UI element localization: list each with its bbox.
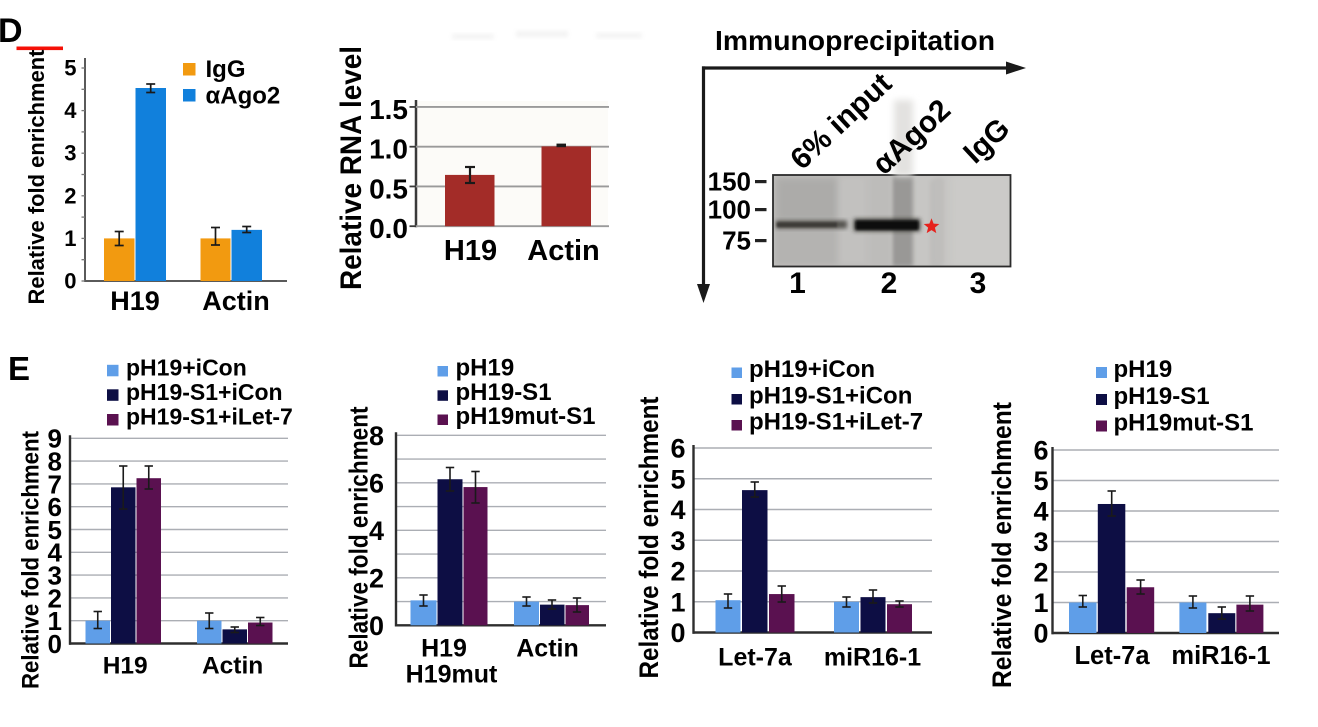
svg-text:100: 100: [708, 195, 751, 225]
svg-text:2: 2: [881, 267, 898, 300]
svg-text:4: 4: [64, 98, 77, 123]
svg-text:5: 5: [64, 56, 76, 81]
svg-text:1: 1: [1033, 588, 1048, 618]
svg-text:Relative RNA level: Relative RNA level: [335, 46, 368, 290]
svg-text:3: 3: [1033, 527, 1048, 557]
svg-text:pH19-S1+iCon: pH19-S1+iCon: [749, 383, 912, 410]
svg-text:pH19+iCon: pH19+iCon: [749, 356, 875, 383]
svg-text:miR16-1: miR16-1: [1171, 642, 1270, 670]
svg-text:150: 150: [708, 167, 751, 197]
svg-text:8: 8: [48, 446, 62, 476]
svg-text:pH19+iCon: pH19+iCon: [126, 354, 247, 380]
svg-text:0: 0: [369, 611, 384, 641]
svg-text:1.0: 1.0: [369, 134, 408, 165]
svg-text:Let-7a: Let-7a: [718, 644, 793, 672]
svg-text:Relative fold enrichment: Relative fold enrichment: [18, 431, 45, 689]
svg-text:pH19mut-S1: pH19mut-S1: [456, 403, 596, 430]
svg-text:pH19-S1+iCon: pH19-S1+iCon: [126, 379, 283, 405]
svg-text:H19: H19: [444, 235, 497, 267]
svg-text:pH19-S1+iLet-7: pH19-S1+iLet-7: [126, 404, 293, 430]
svg-text:Relative fold enrichment: Relative fold enrichment: [987, 402, 1017, 688]
svg-text:0: 0: [1033, 619, 1048, 649]
svg-text:3: 3: [970, 267, 987, 300]
svg-text:miR16-1: miR16-1: [824, 644, 921, 672]
svg-text:Actin: Actin: [202, 653, 263, 680]
svg-text:5: 5: [1033, 466, 1048, 496]
svg-text:H19: H19: [110, 286, 160, 316]
svg-text:1: 1: [789, 267, 806, 300]
svg-text:Actin: Actin: [527, 235, 600, 267]
svg-text:1: 1: [64, 226, 76, 251]
svg-text:4: 4: [369, 516, 384, 546]
svg-text:pH19-S1: pH19-S1: [1114, 383, 1210, 410]
svg-text:6: 6: [1033, 436, 1048, 466]
svg-text:4: 4: [1033, 497, 1048, 527]
svg-text:Relative fold enrichment: Relative fold enrichment: [344, 406, 374, 668]
svg-text:Let-7a: Let-7a: [1074, 642, 1150, 670]
svg-text:3: 3: [64, 141, 76, 166]
svg-text:0: 0: [48, 629, 62, 659]
svg-text:αAgo2: αAgo2: [206, 83, 281, 110]
svg-text:pH19-S1+iLet-7: pH19-S1+iLet-7: [749, 409, 923, 436]
svg-text:H19: H19: [421, 635, 467, 663]
svg-text:3: 3: [48, 560, 62, 590]
svg-text:E: E: [8, 350, 30, 387]
svg-text:6: 6: [48, 492, 62, 522]
svg-text:H19: H19: [103, 653, 148, 680]
svg-text:2: 2: [670, 557, 685, 587]
svg-text:1.5: 1.5: [369, 94, 408, 125]
svg-text:0.5: 0.5: [369, 173, 408, 204]
svg-text:pH19mut-S1: pH19mut-S1: [1114, 410, 1254, 437]
svg-text:H19mut: H19mut: [406, 661, 498, 689]
svg-text:4: 4: [670, 495, 685, 525]
svg-text:Actin: Actin: [516, 635, 579, 663]
svg-text:pH19: pH19: [1114, 356, 1173, 383]
svg-text:1: 1: [48, 606, 62, 636]
svg-text:5: 5: [48, 515, 62, 545]
svg-text:pH19-S1: pH19-S1: [456, 379, 552, 406]
svg-text:2: 2: [64, 183, 76, 208]
svg-text:3: 3: [670, 526, 685, 556]
svg-text:Immunoprecipitation: Immunoprecipitation: [715, 25, 995, 56]
svg-text:6: 6: [670, 434, 685, 464]
svg-text:75: 75: [722, 226, 751, 256]
svg-text:Relative fold enrichment: Relative fold enrichment: [24, 49, 49, 304]
svg-text:pH19: pH19: [456, 355, 515, 382]
svg-text:6: 6: [369, 469, 384, 499]
svg-text:5: 5: [670, 464, 685, 494]
svg-text:1: 1: [670, 587, 685, 617]
svg-text:2: 2: [1033, 558, 1048, 588]
svg-text:0: 0: [670, 618, 685, 648]
svg-text:7: 7: [48, 469, 62, 499]
svg-text:2: 2: [369, 564, 384, 594]
svg-text:4: 4: [48, 538, 63, 568]
svg-text:0.0: 0.0: [369, 213, 408, 244]
svg-text:8: 8: [369, 421, 384, 451]
svg-text:0: 0: [64, 269, 76, 294]
svg-text:Actin: Actin: [202, 286, 270, 316]
svg-text:Relative fold enrichment: Relative fold enrichment: [634, 396, 664, 678]
svg-text:2: 2: [48, 583, 62, 613]
svg-text:9: 9: [48, 424, 62, 454]
svg-text:D: D: [0, 12, 23, 50]
svg-text:IgG: IgG: [206, 56, 246, 83]
